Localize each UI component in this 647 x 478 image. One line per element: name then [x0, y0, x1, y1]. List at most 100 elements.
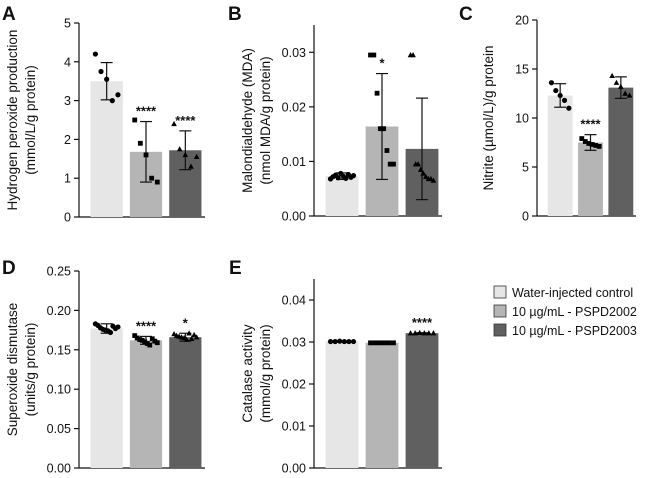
data-point — [191, 331, 197, 338]
y-tick-label: 5 — [64, 17, 71, 31]
data-point — [143, 152, 149, 158]
data-point — [589, 142, 595, 147]
data-point — [343, 175, 349, 181]
data-point — [176, 146, 183, 152]
data-point — [182, 151, 189, 158]
data-point — [188, 335, 195, 341]
data-point — [421, 330, 428, 336]
data-point — [154, 179, 160, 185]
data-point — [391, 161, 396, 167]
y-tick-label: 0.02 — [282, 378, 306, 392]
y-tick-label: 0.10 — [47, 383, 71, 397]
data-point — [377, 126, 383, 132]
y-tick-label: 0.03 — [282, 46, 306, 60]
data-point — [430, 177, 437, 183]
data-point — [149, 175, 155, 181]
significance-label: **** — [136, 104, 157, 119]
y-tick-label: 4 — [64, 55, 71, 69]
y-tick-label: 0.01 — [282, 420, 306, 434]
panel-letter: D — [2, 258, 16, 279]
data-point — [420, 170, 427, 176]
y-tick-label: 0.00 — [47, 462, 71, 476]
data-point — [548, 80, 555, 86]
data-point — [154, 340, 160, 346]
bar-d-psp2003 — [169, 337, 202, 468]
data-point — [346, 338, 352, 345]
data-point — [426, 330, 432, 336]
y-tick-label: 0.25 — [47, 265, 71, 279]
data-point — [335, 175, 341, 181]
data-point — [412, 330, 418, 336]
panel-e: E 0.00 0.01 0.02 0.03 0.04 Catalase activity (m… — [229, 258, 442, 476]
data-point — [341, 338, 347, 345]
data-point — [152, 338, 158, 344]
data-point — [327, 338, 334, 345]
legend-label: 10 µg/mL - PSPD2002 — [512, 305, 637, 319]
bar-d-psp2002 — [129, 340, 163, 468]
data-point — [553, 87, 559, 94]
significance-label: **** — [136, 318, 157, 333]
significance-label: **** — [175, 113, 196, 128]
panel-a: A 0 1 2 3 4 5 Hydrogen peroxide production (mmol… — [2, 4, 205, 225]
y-axis-label: Nitrite (µmol/L)/g protein — [481, 45, 496, 190]
data-point — [381, 126, 387, 132]
legend-label: Water-injected control — [512, 286, 633, 300]
legend-swatch — [493, 323, 507, 337]
y-axis-label: (nmol MDA/g protein) — [258, 56, 273, 184]
data-point — [557, 92, 563, 99]
y-axis-label: Malondialdehyde (MDA) — [240, 48, 255, 193]
y-tick-label: 0.04 — [282, 294, 306, 308]
panel-b: B 0.00 0.01 0.02 0.03 Malondialdehyde (MDA) (n… — [228, 4, 442, 224]
significance-label: **** — [412, 315, 433, 330]
bar-e-control — [325, 341, 359, 468]
y-tick-label: 0 — [64, 211, 71, 225]
panel-c: C 0 5 10 15 20 Nitrite (µmol/L)/g protein **** — [459, 4, 636, 224]
y-tick-label: 0.02 — [282, 100, 306, 114]
y-axis-label: (mmol/L/g protein) — [23, 65, 38, 175]
y-axis-label: Hydrogen peroxide production — [5, 30, 20, 211]
y-tick-label: 0.20 — [47, 304, 71, 318]
data-point — [387, 161, 393, 167]
data-point — [566, 105, 572, 111]
y-axis-label: (units/g protein) — [23, 323, 38, 417]
y-tick-label: 0 — [522, 210, 529, 224]
data-point — [147, 342, 153, 348]
y-axis-label: (mmol/g protein) — [258, 324, 273, 422]
panel-letter: A — [2, 4, 16, 25]
data-point — [622, 90, 628, 96]
data-point — [193, 153, 200, 160]
data-point — [561, 97, 568, 103]
data-point — [386, 340, 392, 346]
data-point — [384, 148, 390, 153]
y-tick-label: 0.05 — [47, 422, 71, 436]
data-point — [416, 329, 423, 335]
bar-b-control — [325, 176, 359, 216]
data-point — [593, 143, 599, 148]
data-point — [350, 338, 357, 345]
bar-e-psp2002 — [365, 342, 399, 468]
legend-swatch — [493, 285, 507, 299]
data-point — [626, 92, 633, 98]
data-point — [183, 336, 190, 342]
data-point — [613, 79, 620, 85]
data-point — [423, 173, 429, 179]
bar-c-control — [547, 95, 573, 216]
data-point — [115, 92, 121, 98]
y-tick-label: 1 — [64, 172, 71, 186]
y-tick-label: 5 — [522, 161, 529, 175]
data-point — [350, 173, 357, 179]
data-point — [368, 52, 373, 58]
data-point — [132, 117, 138, 123]
y-tick-label: 0.00 — [282, 210, 306, 224]
data-point — [430, 330, 437, 336]
legend: Water-injected control 10 µg/mL - PSPD200… — [493, 285, 637, 338]
significance-label: **** — [580, 117, 601, 132]
data-point — [417, 166, 424, 172]
panel-letter: C — [459, 4, 473, 25]
data-point — [149, 336, 155, 342]
y-tick-label: 0.01 — [282, 155, 306, 169]
bar-e-psp2003 — [405, 333, 439, 468]
data-point — [371, 52, 377, 58]
data-point — [193, 334, 200, 340]
